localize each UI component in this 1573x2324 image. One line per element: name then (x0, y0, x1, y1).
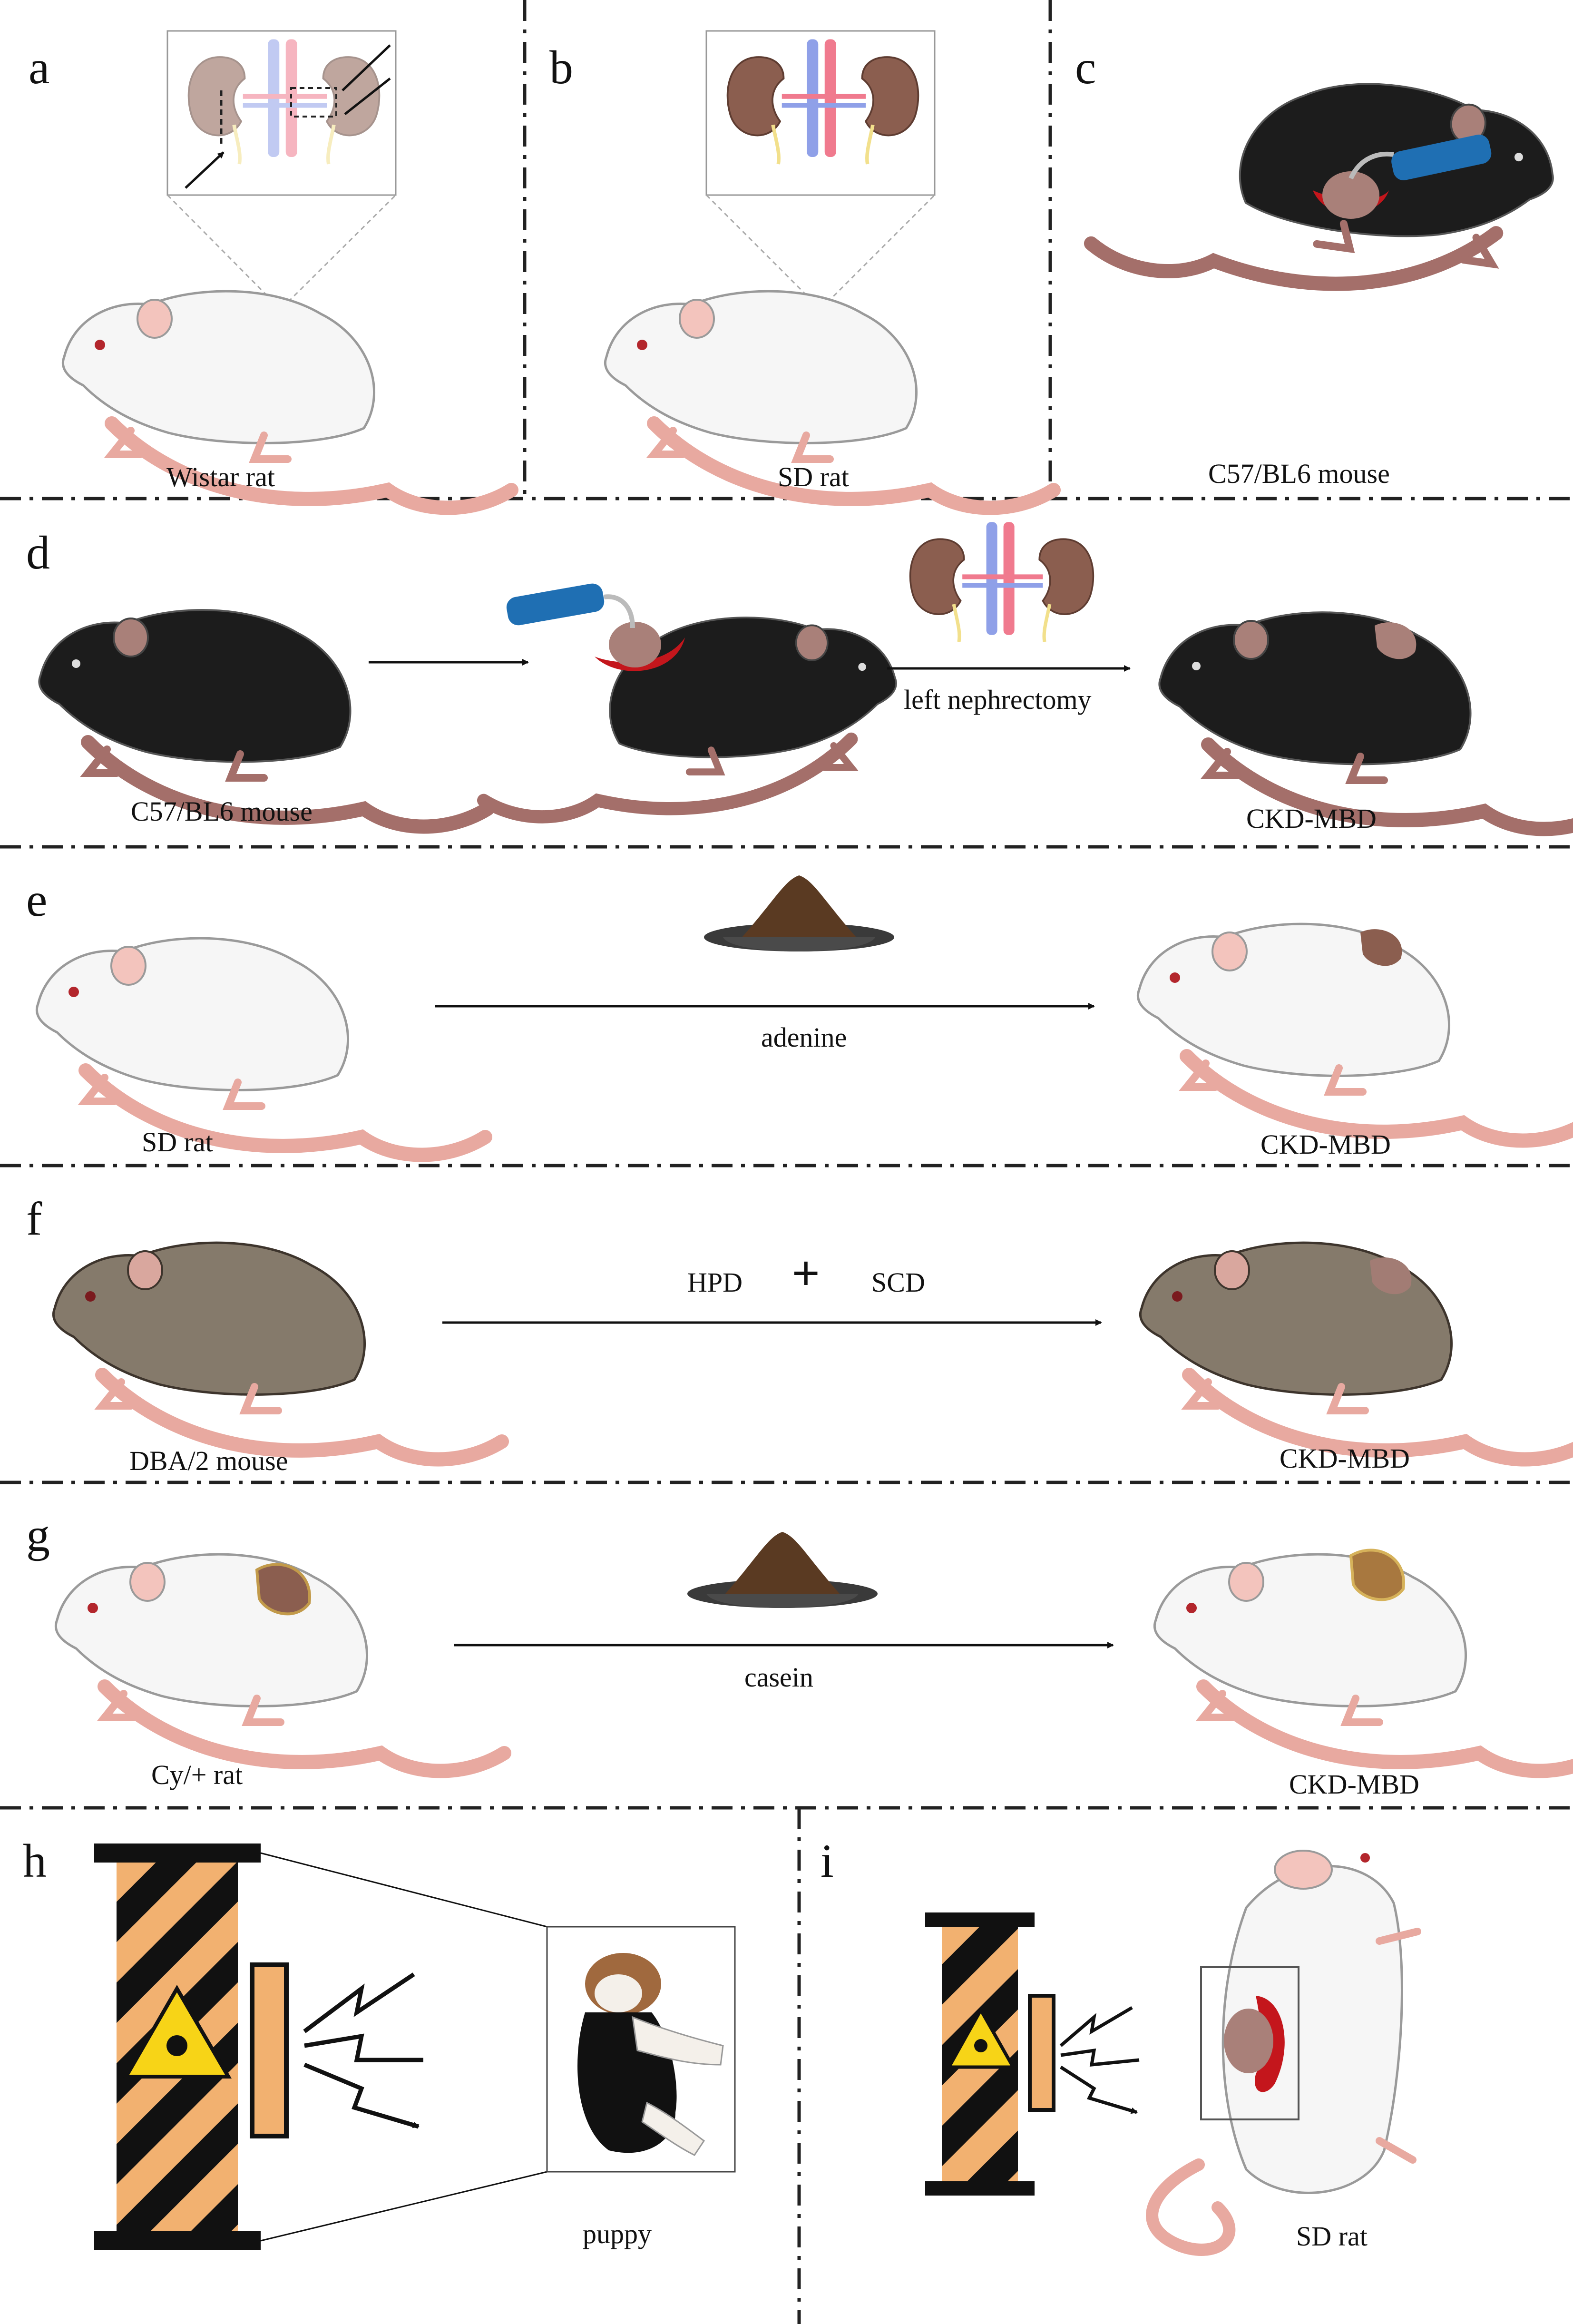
panel-a: a Wistar rat (29, 30, 511, 508)
caption-i: SD rat (1296, 2221, 1368, 2252)
cystic-kidney-end-g (1349, 1549, 1405, 1601)
probe-tip-d (604, 594, 635, 628)
panel-label-i: i (821, 1834, 834, 1887)
kidneys-nephrectomy-d (910, 522, 1094, 642)
beam-lines-h (260, 1852, 547, 2242)
panel-label-d: d (26, 526, 50, 579)
radiation-rays-h (303, 1972, 423, 2127)
radiation-warning-icon-h (123, 1985, 232, 2079)
caption-start-g: Cy/+ rat (151, 1759, 243, 1790)
caption-end-d: CKD-MBD (1246, 803, 1377, 834)
caption-end-e: CKD-MBD (1260, 1129, 1391, 1160)
exposed-kidney-c (1322, 171, 1379, 219)
panel-label-b: b (549, 41, 573, 94)
panel-label-f: f (26, 1192, 42, 1245)
caption-h: puppy (583, 2218, 652, 2249)
sd-rat-start-e (37, 938, 485, 1155)
exposed-kidney-d (609, 622, 661, 667)
radiation-trefoil-h (166, 2035, 187, 2056)
dba2-mouse-start-f (53, 1243, 502, 1459)
panel-label-g: g (26, 1509, 50, 1561)
collimator-h (250, 1962, 289, 2138)
panel-label-c: c (1075, 41, 1096, 94)
sd-rat-illustration-i (1146, 1850, 1421, 2256)
probe-tip-c (1348, 151, 1394, 180)
caption-start-f: DBA/2 mouse (129, 1445, 288, 1476)
panel-label-a: a (29, 41, 49, 94)
panel-f: f HPD + SCD DBA/2 mouse CKD-MBD (26, 1192, 1573, 1476)
c57-mouse-surgery-d (484, 618, 896, 817)
panel-b: b SD rat (549, 30, 1054, 508)
caption-b: SD rat (778, 461, 849, 492)
plus-sign-f: + (792, 1246, 820, 1300)
panel-e: e adenine SD rat CKD-MBD (26, 873, 1573, 1160)
cautery-probe-d (506, 583, 605, 626)
puppy-illustration (577, 1953, 724, 2156)
caption-start-d: C57/BL6 mouse (131, 796, 313, 827)
panel-i: i SD rat (821, 1834, 1421, 2256)
remnant-kidney-d (1375, 622, 1417, 659)
caption-a: Wistar rat (166, 461, 275, 492)
source-cap-bottom-h (94, 2231, 261, 2250)
cautery-probe-c (1391, 134, 1492, 181)
radiation-rays-i (1059, 2006, 1139, 2112)
ckd-mbd-rat-e (1138, 924, 1573, 1140)
panel-g: g casein Cy/+ rat CKD-MBD (26, 1509, 1573, 1800)
surgical-wound-d (595, 637, 685, 671)
step-b-label-f: SCD (871, 1267, 925, 1298)
surgery-arrows-a (185, 44, 391, 189)
step-label-d: left nephrectomy (904, 684, 1092, 715)
adenine-diet-bowl (704, 875, 894, 951)
collimator-i (1028, 1994, 1055, 2112)
caption-start-e: SD rat (142, 1127, 213, 1157)
panel-label-h: h (23, 1834, 47, 1887)
radiation-trefoil-i (974, 2039, 987, 2052)
damaged-kidney-e (1360, 929, 1402, 966)
cystic-kidney-start-g (255, 1563, 311, 1616)
radiation-warning-icon-i (946, 2006, 1016, 2069)
panel-d: d left nephrectomy C57/BL6 mouse CKD-MBD (26, 522, 1573, 834)
wistar-rat-illustration (63, 291, 511, 508)
damaged-kidney-f (1370, 1257, 1412, 1294)
source-cap-top-i (925, 1912, 1035, 1927)
caption-end-g: CKD-MBD (1289, 1769, 1419, 1800)
panel-label-e: e (26, 873, 47, 926)
panel-c: c C57/BL6 mouse (1075, 41, 1563, 489)
step-label-e: adenine (761, 1022, 847, 1053)
caption-end-f: CKD-MBD (1280, 1443, 1410, 1474)
source-cap-top-h (94, 1844, 261, 1863)
irradiated-kidney-i (1224, 2009, 1273, 2073)
ligation-box (290, 87, 337, 118)
casein-diet-bowl (687, 1532, 878, 1608)
ckd-mbd-mouse-d (1159, 612, 1573, 829)
panel-h: h puppy (23, 1834, 736, 2250)
zoom-lines-b (705, 194, 936, 311)
c57-mouse-start-d (39, 610, 488, 826)
step-a-label-f: HPD (687, 1267, 743, 1298)
source-cap-bottom-i (925, 2181, 1035, 2196)
ckd-mbd-mouse-f (1140, 1243, 1573, 1459)
irradiation-area-box-i (1200, 1966, 1299, 2120)
step-label-g: casein (744, 1662, 813, 1693)
caption-c: C57/BL6 mouse (1208, 458, 1390, 489)
zoom-lines-a (166, 194, 397, 311)
